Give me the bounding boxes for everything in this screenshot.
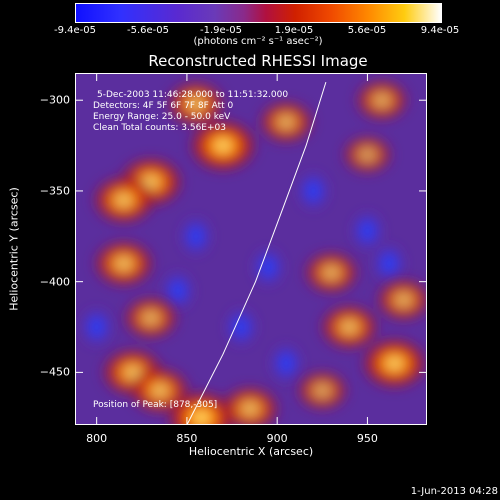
heatmap-minimum bbox=[80, 307, 113, 348]
heatmap-hotspot bbox=[122, 295, 180, 341]
heatmap-hotspot bbox=[374, 277, 427, 323]
heatmap-hotspot bbox=[92, 239, 156, 289]
heatmap-hotspot bbox=[360, 336, 427, 390]
colorbar-unit: (photons cm⁻² s⁻¹ asec⁻²) bbox=[193, 36, 323, 47]
info-date: 5-Dec-2003 11:46:28.000 to 11:51:32.000 bbox=[97, 90, 288, 100]
x-tick-label: 900 bbox=[266, 432, 288, 445]
info-energy: Energy Range: 25.0 - 50.0 keV bbox=[93, 112, 231, 122]
colorbar-tick: -5.6e-05 bbox=[127, 25, 169, 36]
heatmap-minimum bbox=[225, 307, 258, 348]
colorbar-tick: 1.9e-05 bbox=[274, 25, 314, 36]
heatmap-hotspot bbox=[91, 174, 157, 226]
y-tick-label: −350 bbox=[39, 184, 70, 198]
heatmap-minimum bbox=[161, 270, 194, 311]
info-clean: Clean Total counts: 3.56E+03 bbox=[93, 123, 226, 133]
heatmap-hotspot bbox=[165, 389, 238, 425]
heatmap-hotspot bbox=[219, 384, 281, 425]
heatmap-minimum bbox=[373, 243, 406, 284]
footer-timestamp: 1-Jun-2013 04:28 bbox=[410, 486, 498, 497]
plot-frame bbox=[75, 73, 427, 425]
heatmap-hotspot bbox=[295, 369, 350, 412]
colorbar-tick: 9.4e-05 bbox=[420, 25, 460, 36]
heatmap-minimum bbox=[179, 216, 212, 257]
y-tick-label: −400 bbox=[39, 275, 70, 289]
colorbar-tick: -1.9e-05 bbox=[200, 25, 242, 36]
y-tick-label: −300 bbox=[39, 93, 70, 107]
colorbar bbox=[75, 3, 442, 23]
x-tick-label: 950 bbox=[356, 432, 378, 445]
heatmap-minimum bbox=[252, 247, 285, 288]
heatmap-hotspot bbox=[257, 99, 315, 145]
info-detectors: Detectors: 4F 5F 6F 7F 8F Att 0 bbox=[93, 101, 234, 111]
x-tick-label: 800 bbox=[86, 432, 108, 445]
solar-limb-curve bbox=[186, 81, 327, 425]
colorbar-tick: 5.6e-05 bbox=[347, 25, 387, 36]
colorbar-tick: -9.4e-05 bbox=[54, 25, 96, 36]
heatmap-hotspot bbox=[187, 118, 259, 173]
heatmap-hotspot bbox=[302, 250, 361, 295]
heatmap-minimum bbox=[351, 210, 384, 251]
x-tick-label: 850 bbox=[176, 432, 198, 445]
x-axis-label: Heliocentric X (arcsec) bbox=[188, 445, 314, 458]
info-peak: Position of Peak: [878,-305] bbox=[93, 400, 217, 410]
heatmap-hotspot bbox=[165, 80, 227, 128]
heatmap-hotspot bbox=[341, 134, 394, 175]
chart-title: Reconstructed RHESSI Image bbox=[148, 52, 368, 70]
heatmap-svg: 5-Dec-2003 11:46:28.000 to 11:51:32.000 … bbox=[75, 73, 427, 425]
heatmap-hotspot bbox=[353, 78, 410, 122]
y-tick-label: −450 bbox=[39, 365, 70, 379]
heatmap-hotspot bbox=[318, 303, 380, 351]
heatmap-minimum bbox=[270, 343, 303, 384]
heatmap-minimum bbox=[297, 170, 330, 211]
plot-area: 5-Dec-2003 11:46:28.000 to 11:51:32.000 … bbox=[75, 73, 427, 425]
y-axis-label: Heliocentric Y (arcsec) bbox=[7, 187, 21, 311]
